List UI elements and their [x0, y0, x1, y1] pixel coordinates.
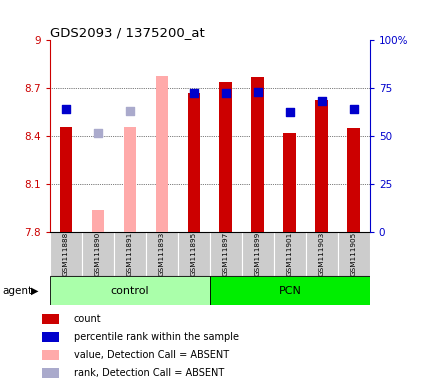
- Text: GSM111899: GSM111899: [254, 232, 260, 276]
- Bar: [82, 232, 114, 276]
- Bar: [209, 232, 241, 276]
- Bar: [50, 232, 82, 276]
- Text: value, Detection Call = ABSENT: value, Detection Call = ABSENT: [74, 350, 229, 360]
- Bar: [123, 127, 136, 232]
- Text: GSM111893: GSM111893: [158, 232, 164, 276]
- Text: GSM111891: GSM111891: [127, 232, 133, 276]
- Text: GSM111903: GSM111903: [318, 232, 324, 276]
- Point: [349, 106, 356, 112]
- Text: GSM111901: GSM111901: [286, 232, 292, 276]
- Bar: [178, 232, 209, 276]
- Point: [94, 130, 101, 136]
- Point: [190, 90, 197, 96]
- Point: [254, 88, 261, 94]
- Text: PCN: PCN: [278, 286, 301, 296]
- Point: [222, 90, 229, 96]
- Bar: [123, 127, 136, 232]
- Bar: [219, 82, 232, 232]
- Text: control: control: [110, 286, 149, 296]
- Bar: [283, 133, 296, 232]
- Text: GSM111897: GSM111897: [222, 232, 228, 276]
- Bar: [347, 128, 359, 232]
- Bar: [114, 232, 146, 276]
- Bar: [337, 232, 369, 276]
- Bar: [251, 77, 263, 232]
- Bar: [146, 232, 178, 276]
- Text: rank, Detection Call = ABSENT: rank, Detection Call = ABSENT: [74, 367, 224, 378]
- Text: count: count: [74, 314, 102, 324]
- Text: GSM111888: GSM111888: [63, 232, 69, 276]
- Bar: [209, 276, 369, 305]
- Point: [286, 109, 293, 115]
- Bar: [241, 232, 273, 276]
- Text: ▶: ▶: [31, 286, 39, 296]
- Bar: [42, 350, 59, 360]
- Text: GSM111895: GSM111895: [191, 232, 197, 276]
- Text: GDS2093 / 1375200_at: GDS2093 / 1375200_at: [50, 26, 204, 39]
- Bar: [50, 276, 210, 305]
- Bar: [92, 210, 104, 232]
- Bar: [59, 127, 72, 232]
- Bar: [42, 314, 59, 324]
- Text: GSM111890: GSM111890: [95, 232, 101, 276]
- Bar: [155, 76, 168, 232]
- Point: [62, 106, 69, 112]
- Bar: [187, 93, 200, 232]
- Bar: [315, 99, 327, 232]
- Text: GSM111905: GSM111905: [350, 232, 356, 276]
- Bar: [273, 232, 305, 276]
- Bar: [42, 332, 59, 342]
- Point: [318, 98, 325, 104]
- Bar: [305, 232, 337, 276]
- Text: agent: agent: [2, 286, 32, 296]
- Text: percentile rank within the sample: percentile rank within the sample: [74, 332, 238, 342]
- Point: [126, 108, 133, 114]
- Bar: [42, 368, 59, 378]
